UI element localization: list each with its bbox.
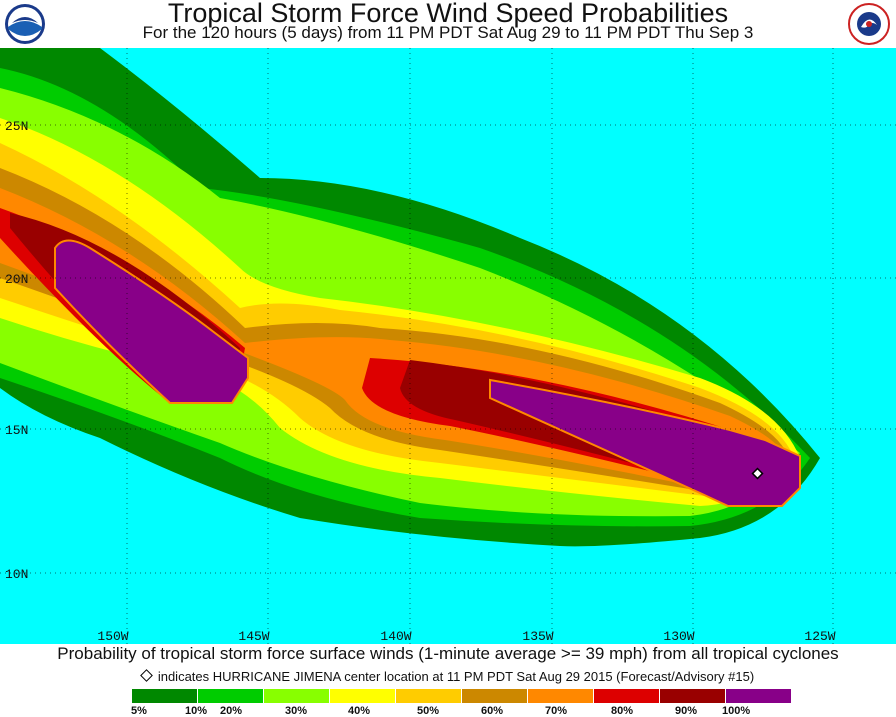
lat-label-15n: 15N [5,423,28,438]
noaa-logo [5,4,45,44]
lon-label-135w: 135W [522,629,553,644]
storm-note-text: indicates HURRICANE JIMENA center locati… [157,669,755,684]
legend-label: 80% [611,705,634,717]
footer: Probability of tropical storm force surf… [0,644,896,717]
legend-label: 90% [675,705,698,717]
page-subtitle: For the 120 hours (5 days) from 11 PM PD… [142,23,754,42]
lon-label-125w: 125W [804,629,835,644]
legend-label: 100% [722,705,751,717]
legend-label: 10% [185,705,208,717]
legend-swatch [660,689,726,703]
legend-swatch [594,689,660,703]
lon-label-145w: 145W [238,629,269,644]
legend-label: 30% [285,705,308,717]
legend-label: 40% [348,705,371,717]
diamond-icon [139,669,153,682]
page-title: Tropical Storm Force Wind Speed Probabil… [167,0,729,28]
legend-swatch [726,689,792,703]
legend-swatch [330,689,396,703]
legend-label: 60% [481,705,504,717]
legend-swatch [528,689,594,703]
lat-label-25n: 25N [5,119,28,134]
storm-note: indicates HURRICANE JIMENA center locati… [0,669,896,684]
storm-center-diamond-icon[interactable] [751,467,764,480]
legend-swatch [462,689,528,703]
legend-label: 70% [545,705,568,717]
lon-label-150w: 150W [97,629,128,644]
probability-core-east [489,378,801,507]
lat-label-10n: 10N [5,567,28,582]
lon-label-130w: 130W [663,629,694,644]
legend-swatch [198,689,264,703]
probability-map: 25N 20N 15N 10N 150W 145W 140W 135W 130W… [0,48,896,644]
legend-label: 5% [131,705,147,717]
legend-label: 50% [417,705,440,717]
legend-swatch [132,689,198,703]
nws-logo [848,3,890,45]
legend-swatch [396,689,462,703]
legend-label: 20% [220,705,243,717]
map-caption: Probability of tropical storm force surf… [57,644,839,663]
color-legend [132,689,792,703]
header: Tropical Storm Force Wind Speed Probabil… [0,0,896,48]
legend-swatch [264,689,330,703]
probability-core-west [54,239,249,404]
lat-label-20n: 20N [5,272,28,287]
lon-label-140w: 140W [380,629,411,644]
